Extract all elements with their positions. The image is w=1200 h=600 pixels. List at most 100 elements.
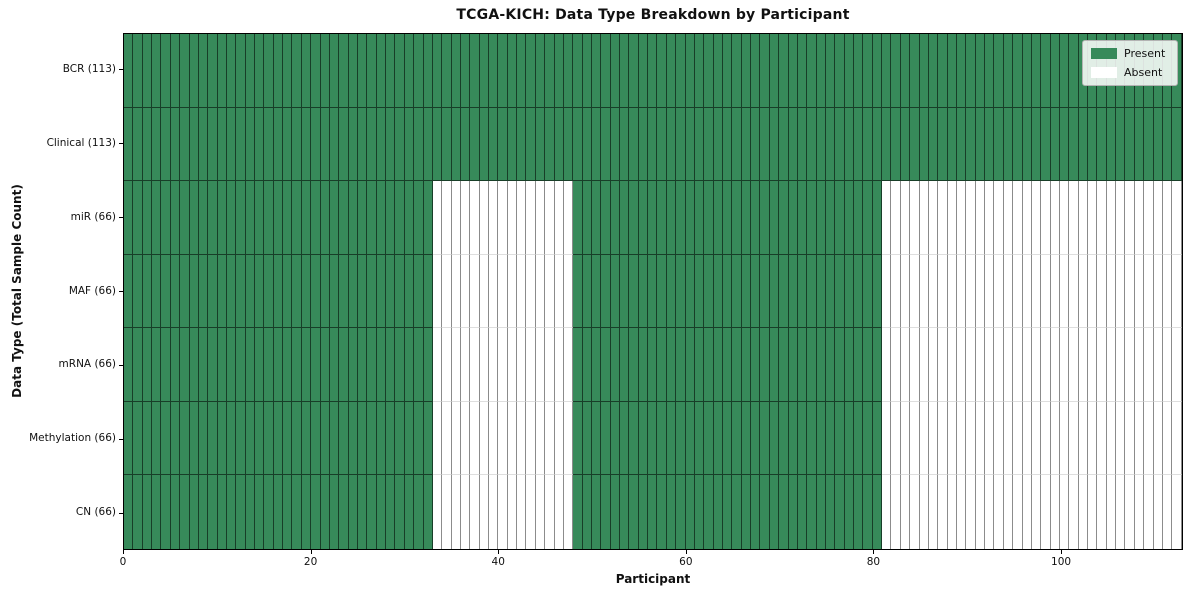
heatmap-cell-absent (956, 328, 967, 402)
legend-label: Present (1124, 47, 1166, 60)
heatmap-cell-present (1134, 107, 1145, 182)
heatmap-cell-present (910, 107, 920, 182)
heatmap-cell-present (152, 254, 162, 329)
heatmap-cell-absent (526, 181, 536, 255)
heatmap-cell-present (629, 34, 639, 108)
heatmap-cell-present (694, 34, 705, 108)
heatmap-cell-present (339, 328, 349, 402)
heatmap-cell-present (470, 34, 480, 108)
heatmap-cell-present (292, 34, 302, 108)
heatmap-cell-present (395, 328, 405, 402)
heatmap-cell-present (460, 34, 471, 108)
heatmap-cell-present (779, 328, 789, 402)
heatmap-cell-present (329, 254, 340, 329)
heatmap-cell-present (217, 254, 227, 329)
heatmap-cell-present (751, 34, 761, 108)
heatmap-cell-absent (563, 475, 574, 550)
heatmap-cell-absent (1031, 401, 1042, 476)
heatmap-row (124, 328, 1182, 402)
heatmap-cell-present (133, 181, 143, 255)
heatmap-cell-absent (956, 401, 967, 476)
heatmap-cell-present (301, 181, 312, 255)
heatmap-cell-absent (1069, 328, 1079, 402)
heatmap-cell-present (124, 328, 134, 402)
heatmap-cell-absent (498, 475, 508, 550)
heatmap-cell-present (657, 475, 667, 550)
chart-title: TCGA-KICH: Data Type Breakdown by Partic… (456, 7, 850, 23)
heatmap-cell-present (245, 401, 256, 476)
heatmap-cell-present (620, 181, 630, 255)
heatmap-cell-absent (900, 401, 911, 476)
heatmap-cell-present (1050, 34, 1060, 108)
heatmap-cell-absent (1116, 181, 1126, 255)
heatmap-cell-absent (479, 328, 490, 402)
heatmap-cell-present (255, 254, 265, 329)
heatmap-cell-present (311, 254, 321, 329)
heatmap-cell-present (807, 181, 817, 255)
heatmap-cell-present (217, 401, 227, 476)
heatmap-cell-present (666, 328, 677, 402)
heatmap-cell-present (825, 328, 836, 402)
heatmap-cell-present (357, 254, 368, 329)
heatmap-cell-absent (891, 181, 901, 255)
heatmap-cell-present (545, 34, 555, 108)
heatmap-cell-absent (1172, 328, 1182, 402)
heatmap-cell-present (264, 181, 274, 255)
heatmap-cell-present (769, 254, 780, 329)
heatmap-cell-present (751, 181, 761, 255)
heatmap-cell-present (535, 107, 546, 182)
heatmap-cell-present (863, 181, 873, 255)
heatmap-cell-present (311, 34, 321, 108)
heatmap-cell-present (152, 107, 162, 182)
heatmap-cell-present (685, 328, 695, 402)
heatmap-cell-absent (882, 328, 892, 402)
x-tick-mark (1061, 550, 1063, 554)
heatmap-cell-absent (1022, 181, 1032, 255)
y-tick-label: CN (66) (75, 506, 116, 519)
heatmap-cell-present (863, 34, 873, 108)
heatmap-cell-present (255, 107, 265, 182)
heatmap-cell-absent (1041, 401, 1051, 476)
heatmap-cell-absent (554, 475, 564, 550)
heatmap-cell-present (479, 107, 490, 182)
heatmap-cell-absent (432, 401, 443, 476)
heatmap-cell-present (854, 34, 864, 108)
heatmap-cell-present (124, 401, 134, 476)
heatmap-cell-absent (985, 328, 995, 402)
heatmap-cell-absent (1134, 401, 1145, 476)
heatmap-cell-absent (498, 181, 508, 255)
heatmap-cell-present (292, 475, 302, 550)
heatmap-cell-present (704, 181, 714, 255)
heatmap-cell-present (367, 34, 377, 108)
heatmap-cell-absent (1172, 401, 1182, 476)
heatmap-cell-present (226, 254, 237, 329)
heatmap-cell-present (161, 475, 171, 550)
x-tick-mark (498, 550, 500, 554)
heatmap-cell-present (198, 401, 209, 476)
heatmap-cell-present (142, 475, 153, 550)
heatmap-cell-present (142, 254, 153, 329)
heatmap-cell-present (694, 254, 705, 329)
heatmap-cell-present (161, 107, 171, 182)
heatmap-cell-present (142, 181, 153, 255)
heatmap-cell-absent (985, 401, 995, 476)
heatmap-cell-present (245, 254, 256, 329)
heatmap-cell-present (582, 328, 592, 402)
heatmap-cell-present (769, 107, 780, 182)
heatmap-cell-absent (938, 254, 948, 329)
heatmap-cell-present (226, 107, 237, 182)
x-tick-mark (123, 550, 124, 554)
heatmap-cell-absent (479, 475, 490, 550)
heatmap-cell-present (751, 254, 761, 329)
heatmap-cell-absent (900, 254, 911, 329)
heatmap-cell-present (723, 475, 733, 550)
heatmap-cell-present (573, 475, 583, 550)
heatmap-cell-present (133, 34, 143, 108)
heatmap-cell-absent (1059, 401, 1070, 476)
heatmap-cell-present (788, 254, 798, 329)
heatmap-cell-absent (928, 181, 939, 255)
heatmap-cell-absent (1031, 254, 1042, 329)
heatmap-cell-present (339, 181, 349, 255)
heatmap-cell-absent (947, 254, 957, 329)
